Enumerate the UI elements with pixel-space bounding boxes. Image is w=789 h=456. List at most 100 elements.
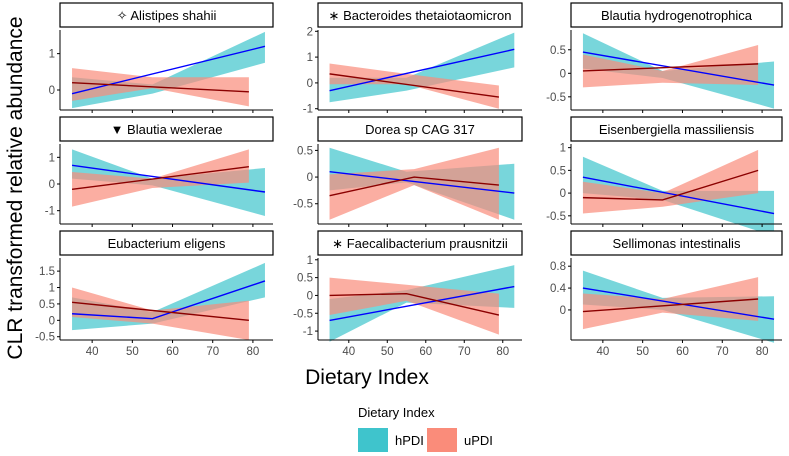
x-tick-label: 50 bbox=[126, 346, 139, 358]
y-tick-label: 0 bbox=[560, 305, 566, 317]
y-tick-label: 1 bbox=[49, 152, 55, 164]
y-tick-label: 0.5 bbox=[550, 165, 566, 177]
panel-strip bbox=[59, 2, 274, 28]
panel: Dorea sp CAG 317 -0.5 0 0.5 bbox=[293, 116, 523, 227]
hpdi-line bbox=[71, 164, 266, 193]
y-tick-label: -1 bbox=[45, 206, 55, 218]
panel: Eisenbergiella massiliensis -0.5 0 0.5 1 bbox=[546, 116, 783, 237]
y-tick-label: 0.5 bbox=[550, 45, 566, 57]
y-tick-label: 0 bbox=[49, 85, 55, 97]
panel: Sellimonas intestinalis 0 0.4 0.8 40 50 60 70 80 bbox=[550, 230, 783, 358]
y-tick-label: 0.5 bbox=[297, 145, 313, 157]
x-tick-label: 60 bbox=[419, 346, 432, 358]
x-tick-label: 70 bbox=[716, 346, 729, 358]
updi-ci-band bbox=[582, 277, 759, 330]
legend: Dietary Index hPDI uPDI bbox=[358, 405, 493, 452]
legend-label-hpdi: hPDI bbox=[395, 433, 424, 448]
panel: ▼ Blautia wexlerae -1 0 1 bbox=[45, 116, 274, 227]
y-tick-label: -1 bbox=[303, 104, 313, 116]
panel: Eubacterium eligens -0.5 0 0.5 1 1.5 40 50 60 70 8… bbox=[35, 230, 274, 358]
x-tick-label: 50 bbox=[381, 346, 394, 358]
significance-marker: ∗ bbox=[329, 8, 344, 23]
panel-strip bbox=[570, 116, 783, 142]
x-tick-label: 40 bbox=[86, 346, 99, 358]
hpdi-line bbox=[582, 287, 775, 320]
y-tick-label: 0 bbox=[560, 188, 566, 200]
significance-marker: ∗ bbox=[332, 236, 347, 251]
panel-title: Alistipes shahii bbox=[130, 8, 216, 23]
hpdi-line bbox=[329, 285, 515, 322]
updi-line bbox=[329, 292, 500, 316]
updi-line bbox=[582, 169, 759, 201]
hpdi-ci-band bbox=[329, 265, 515, 342]
y-tick-label: 0.5 bbox=[39, 299, 55, 311]
y-tick-label: -0.5 bbox=[293, 199, 313, 211]
updi-ci-band bbox=[72, 287, 249, 340]
y-tick-label: 0 bbox=[49, 179, 55, 191]
updi-ci-band bbox=[329, 277, 499, 335]
hpdi-line bbox=[329, 48, 515, 92]
panel-title-group: ∗ Bacteroides thetaiotaomicron bbox=[329, 8, 512, 23]
updi-ci-band bbox=[329, 147, 499, 220]
y-tick-label: -0.5 bbox=[546, 92, 566, 104]
x-tick-label: 40 bbox=[342, 346, 355, 358]
y-tick-label: 1 bbox=[307, 52, 313, 64]
x-tick-label: 80 bbox=[756, 346, 769, 358]
hpdi-line bbox=[329, 171, 515, 194]
y-tick-label: 0.8 bbox=[550, 261, 566, 273]
y-tick-label: -0.5 bbox=[546, 211, 566, 223]
panel: ∗ Faecalibacterium prausnitzii -1 -0.5 0 0.5… bbox=[293, 230, 523, 358]
panel-strip bbox=[317, 116, 523, 142]
updi-line bbox=[582, 298, 759, 313]
panel-title-group: ▼ Blautia wexlerae bbox=[111, 122, 223, 137]
legend-swatch-hpdi bbox=[358, 428, 388, 452]
hpdi-ci-band bbox=[329, 32, 515, 103]
y-tick-label: 0 bbox=[307, 290, 313, 302]
panel-title: Dorea sp CAG 317 bbox=[365, 122, 475, 137]
updi-line bbox=[582, 63, 759, 72]
x-tick-label: 60 bbox=[676, 346, 689, 358]
y-tick-label: 0 bbox=[49, 315, 55, 327]
x-tick-label: 80 bbox=[496, 346, 509, 358]
x-tick-label: 80 bbox=[247, 346, 260, 358]
y-tick-label: 0.5 bbox=[297, 273, 313, 285]
panel: ✧ Alistipes shahii 0 1 bbox=[49, 2, 274, 113]
x-tick-label: 40 bbox=[596, 346, 609, 358]
x-tick-label: 70 bbox=[206, 346, 219, 358]
panel-title: Sellimonas intestinalis bbox=[613, 236, 741, 251]
significance-marker: ▼ bbox=[111, 122, 127, 137]
panel-title: Eubacterium eligens bbox=[108, 236, 226, 251]
panel-title: Blautia wexlerae bbox=[127, 122, 222, 137]
y-tick-label: 2 bbox=[307, 26, 313, 38]
y-tick-label: 1.5 bbox=[39, 266, 55, 278]
legend-swatch-updi bbox=[427, 428, 457, 452]
y-axis-title: CLR transformed relative abundance bbox=[4, 16, 27, 359]
y-tick-label: -0.5 bbox=[293, 308, 313, 320]
legend-label-updi: uPDI bbox=[464, 433, 493, 448]
panel-title: Eisenbergiella massiliensis bbox=[599, 122, 755, 137]
updi-line bbox=[329, 73, 500, 98]
updi-ci-band bbox=[582, 45, 759, 88]
panel-title-group: ∗ Faecalibacterium prausnitzii bbox=[332, 236, 508, 251]
legend-title: Dietary Index bbox=[358, 405, 435, 420]
y-tick-label: 1 bbox=[49, 283, 55, 295]
updi-line bbox=[329, 176, 499, 197]
updi-line bbox=[72, 82, 249, 93]
x-tick-label: 50 bbox=[636, 346, 649, 358]
y-tick-label: 1 bbox=[307, 255, 313, 267]
updi-line bbox=[71, 301, 249, 322]
panel-title: Blautia hydrogenotrophica bbox=[601, 8, 753, 23]
y-tick-label: -0.5 bbox=[35, 332, 55, 344]
y-tick-label: -1 bbox=[303, 326, 313, 338]
y-tick-label: 0 bbox=[560, 68, 566, 80]
x-tick-label: 70 bbox=[458, 346, 471, 358]
panel-strip bbox=[59, 116, 274, 142]
y-tick-label: 1 bbox=[560, 143, 566, 155]
panel-strip bbox=[59, 230, 274, 256]
panel-strip bbox=[570, 230, 783, 256]
panel-strip bbox=[570, 2, 783, 28]
y-tick-label: 1 bbox=[49, 49, 55, 61]
y-tick-label: 0.4 bbox=[550, 283, 567, 295]
y-tick-label: 0 bbox=[307, 78, 313, 90]
